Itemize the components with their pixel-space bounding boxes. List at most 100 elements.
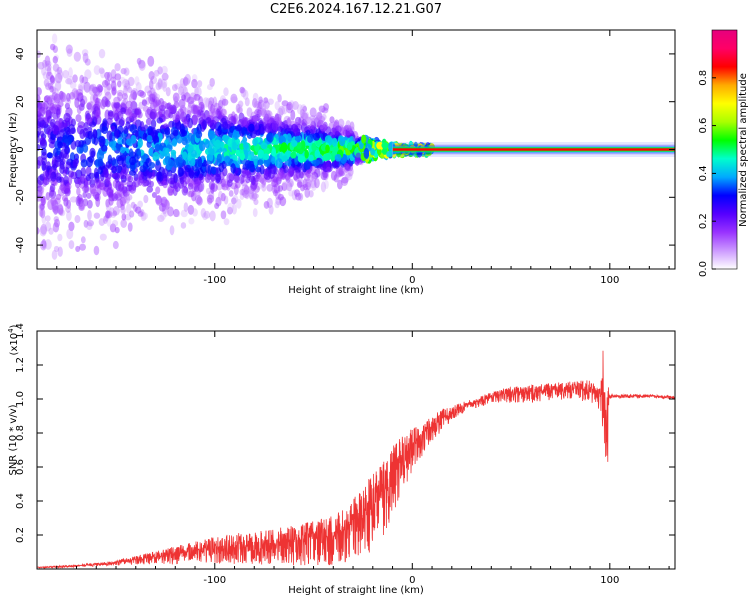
spectrogram-cell [182, 151, 188, 160]
spectrogram-cell [127, 76, 135, 87]
spectrogram-cell [254, 109, 262, 116]
spectrogram-cell [110, 125, 116, 132]
spectrogram-cell [263, 97, 269, 104]
spectrogram-cell [68, 221, 75, 232]
spectrogram-cell [82, 198, 89, 207]
spectrogram-cell [114, 130, 120, 138]
spectrogram-cell [130, 201, 136, 209]
spectrogram-cell [80, 236, 86, 244]
spectrogram-cell [271, 148, 277, 157]
spectrogram-cell [277, 169, 283, 180]
spectrogram-cell [44, 95, 51, 103]
spectrogram-cell [239, 86, 245, 94]
spectrogram-cell [336, 179, 343, 190]
spectrogram-cell [41, 214, 47, 225]
spectrogram-cell [386, 150, 393, 158]
spectrogram-cell [137, 138, 143, 148]
spectrogram-cell [95, 109, 101, 119]
y-tick-label: -40 [15, 237, 26, 253]
x-tick-label: -100 [203, 575, 226, 586]
spectrogram-cell [110, 211, 117, 219]
spectrogram-cell [48, 141, 56, 149]
spectrogram-cell [79, 128, 86, 140]
colorbar-tick-label: 0.6 [698, 118, 709, 134]
spectrogram-cell [288, 189, 294, 197]
spectrogram-cell [266, 197, 273, 209]
spectrogram-cell [252, 138, 258, 146]
spectrogram-cell [140, 209, 145, 217]
spectrogram-cell [299, 171, 304, 179]
spectrogram-cell [271, 120, 278, 131]
spectrogram-cell [76, 187, 81, 196]
spectrogram-cell [150, 75, 158, 85]
y-tick-label: 1.2 [15, 357, 26, 373]
spectrogram-cell [253, 198, 259, 206]
spectrogram-cell [149, 111, 156, 120]
spectrogram-cell [246, 107, 253, 118]
spectrogram-cell [78, 85, 84, 92]
spectrogram-cell [260, 125, 267, 134]
spectrogram-xlabel: Height of straight line (km) [288, 285, 424, 296]
spectrogram-cell [54, 80, 62, 92]
spectrogram-cell [119, 146, 126, 154]
spectrogram-cell [40, 196, 46, 204]
spectrogram-cell [309, 114, 316, 122]
spectrogram-cell [309, 165, 317, 175]
spectrogram-cell [66, 210, 72, 222]
spectrogram-cell [191, 74, 198, 83]
spectrogram-cell [138, 60, 146, 71]
spectrogram-cell [146, 171, 153, 179]
snr-scale-close: ) [9, 324, 20, 328]
spectrogram-cell [181, 94, 187, 101]
spectrogram-cell [110, 69, 117, 79]
spectrogram-cell [104, 170, 109, 178]
spectrogram-cell [97, 158, 104, 167]
spectrogram-cell [259, 174, 265, 184]
spectrogram-cell [139, 121, 145, 132]
spectrogram-cell [259, 164, 265, 175]
spectrogram-cell [296, 104, 303, 115]
spectrogram-cell [122, 78, 130, 88]
spectrogram-cell [52, 56, 58, 64]
spectrogram-cell [50, 197, 57, 206]
spectrogram-cell [119, 207, 126, 214]
spectrogram-cell [215, 173, 221, 184]
spectrogram-cell [140, 211, 147, 222]
spectrogram-cell [148, 79, 154, 90]
spectrogram-cell [314, 178, 320, 189]
spectrogram-cell [267, 98, 274, 105]
spectrogram-cell [242, 141, 249, 150]
spectrogram-cell [218, 99, 224, 109]
spectrogram-cell [124, 194, 131, 204]
spectrogram-cell [132, 91, 137, 101]
spectrogram-cell [68, 240, 75, 250]
spectrogram-cell [218, 190, 223, 201]
spectrogram-cell [106, 117, 113, 126]
snr-scale-base: (x10 [9, 333, 20, 356]
spectrogram-cell [71, 88, 79, 98]
spectrogram-cell [143, 194, 149, 204]
spectrogram-cell [44, 55, 51, 67]
spectrogram-cell [60, 148, 68, 159]
spectrogram-cell [37, 185, 45, 194]
spectrogram-cell [252, 92, 259, 102]
spectrogram-cell [253, 121, 260, 131]
spectrogram-cell [106, 217, 112, 227]
spectrogram-cell [66, 228, 74, 240]
spectrogram-cell [161, 168, 169, 178]
spectrogram-cell [324, 152, 332, 161]
spectrogram-cell [302, 105, 308, 113]
spectrogram-cell [69, 81, 77, 89]
spectrogram-cell [53, 216, 59, 223]
spectrogram-cell [303, 160, 311, 171]
spectrogram-cell [139, 91, 146, 98]
spectrogram-cell [291, 189, 298, 201]
spectrogram-cell [102, 215, 109, 224]
spectrogram-cell [298, 178, 305, 187]
spectrogram-cell [223, 195, 229, 205]
spectrogram-cell [84, 58, 91, 66]
spectrogram-cell [168, 105, 174, 113]
spectrogram-cell [79, 98, 86, 108]
spectrogram-cell [131, 100, 136, 111]
